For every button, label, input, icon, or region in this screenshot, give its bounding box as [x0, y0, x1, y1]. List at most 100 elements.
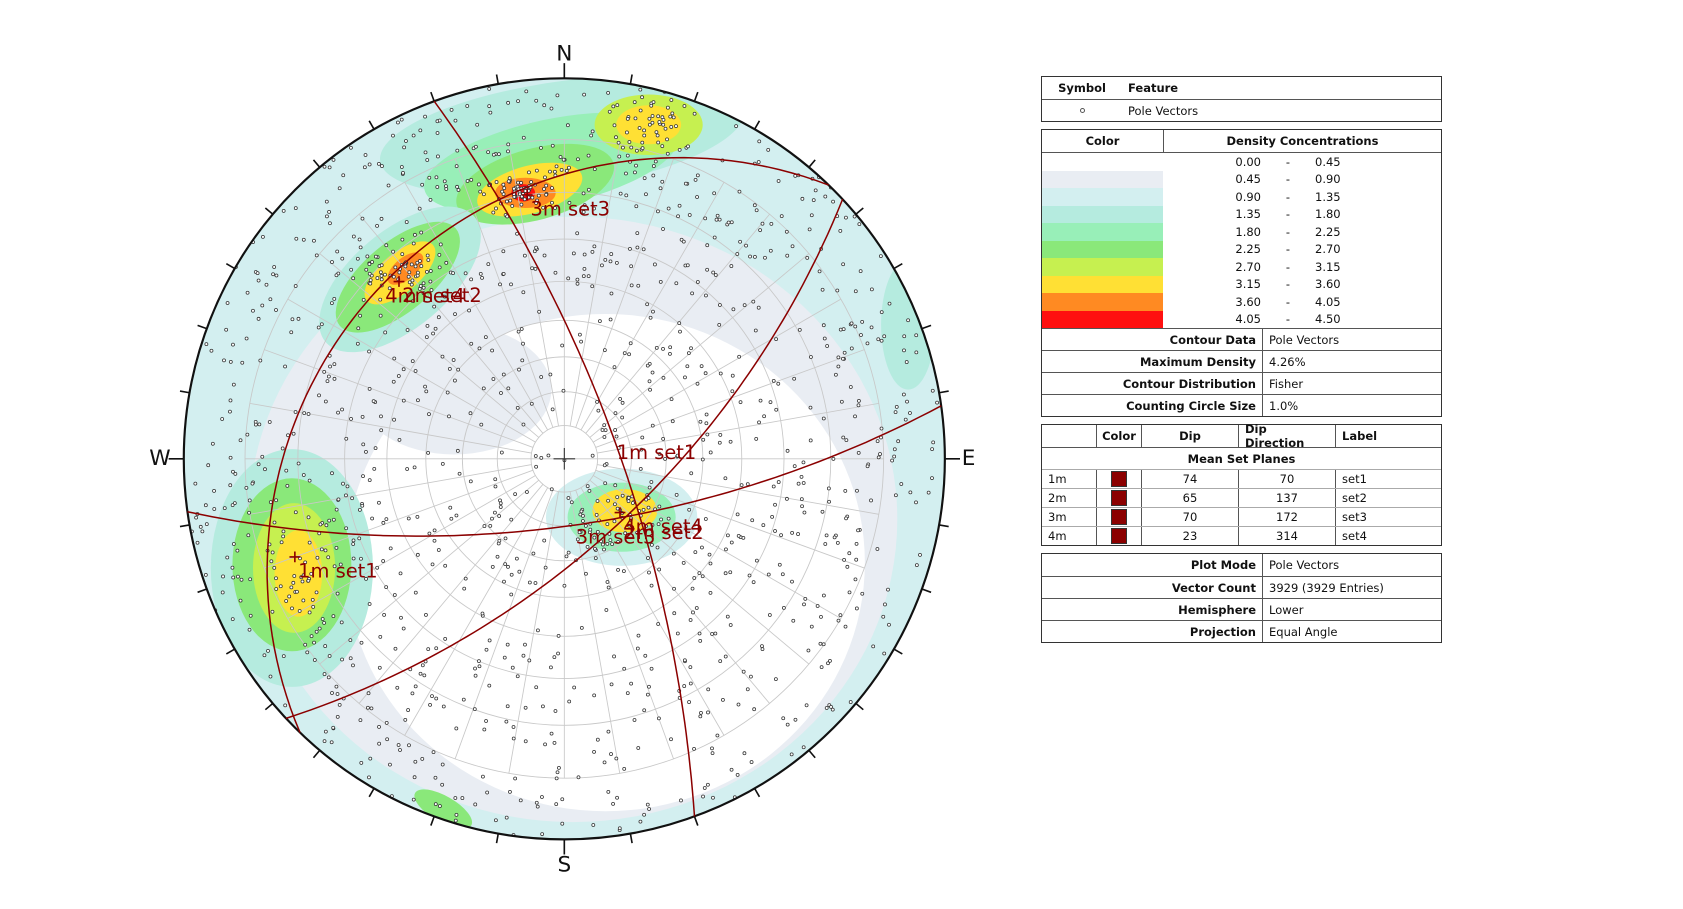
- set-dip-direction: 137: [1238, 489, 1335, 507]
- pole-point: [582, 92, 586, 97]
- bin-from: 0.00: [1235, 154, 1261, 169]
- pole-point: [708, 590, 713, 595]
- pole-point: [711, 795, 715, 800]
- rim-tick: [179, 524, 190, 528]
- pole-point: [550, 200, 554, 205]
- set-id: 1m: [1048, 472, 1067, 486]
- info-label: Hemisphere: [1178, 602, 1256, 617]
- pole-point: [244, 336, 249, 341]
- rim-tick: [693, 816, 699, 826]
- pole-point: [509, 572, 514, 577]
- pole-point: [530, 266, 535, 271]
- pole-point: [462, 586, 467, 591]
- pole-point: [309, 634, 314, 639]
- rim-tick: [368, 120, 375, 130]
- pole-point: [264, 282, 269, 287]
- rim-tick: [893, 262, 903, 270]
- pole-point: [729, 767, 734, 772]
- density-zone: [356, 324, 552, 455]
- pole-point: [533, 581, 538, 585]
- pole-point: [541, 704, 545, 709]
- pole-point: [842, 558, 846, 562]
- pole-point: [541, 205, 546, 210]
- pole-point: [391, 249, 395, 254]
- pole-point: [790, 530, 794, 535]
- rim-tick: [921, 588, 932, 594]
- pole-point: [882, 651, 887, 656]
- pole-point: [403, 264, 408, 269]
- pole-point: [367, 386, 372, 391]
- pole-point: [477, 182, 481, 187]
- pole-point: [502, 186, 507, 191]
- pole-point: [358, 507, 362, 512]
- pole-point: [602, 435, 607, 439]
- pole-point: [381, 520, 386, 525]
- pole-point: [838, 327, 843, 332]
- rim-tick: [855, 207, 864, 215]
- pole-point: [324, 199, 329, 204]
- pole-point: [519, 327, 524, 331]
- bin-separator: -: [1285, 154, 1291, 169]
- pole-point: [351, 542, 356, 546]
- pole-point: [345, 484, 350, 489]
- pole-point: [312, 238, 316, 243]
- pole-point: [853, 324, 858, 329]
- pole-point: [327, 518, 332, 523]
- pole-point: [704, 412, 709, 417]
- pole-point: [332, 297, 337, 301]
- pole-point: [351, 538, 356, 543]
- pole-point: [491, 377, 496, 381]
- pole-point: [532, 249, 537, 254]
- pole-point: [379, 414, 383, 419]
- pole-point: [655, 133, 660, 138]
- pole-point: [611, 104, 616, 109]
- pole-point: [914, 563, 919, 567]
- pole-point: [665, 151, 670, 156]
- pole-point: [331, 158, 336, 162]
- pole-point: [634, 148, 639, 153]
- pole-point: [688, 665, 693, 670]
- pole-point: [609, 291, 614, 296]
- pole-point: [436, 548, 441, 552]
- pole-point: [629, 145, 634, 150]
- table-header: Symbol Feature: [1042, 77, 1441, 99]
- pole-point: [830, 707, 835, 712]
- pole-point: [374, 254, 378, 259]
- rim-tick: [938, 390, 949, 394]
- plane-label: 2m set2: [624, 521, 704, 544]
- pole-point: [738, 400, 743, 405]
- pole-point: [533, 266, 538, 271]
- density-bin: 3.60 - 4.05: [1042, 293, 1441, 311]
- pole-point: [549, 731, 554, 736]
- pole-point: [654, 130, 659, 135]
- pole-point: [497, 538, 502, 543]
- pole-point: [336, 410, 340, 415]
- pole-point: [430, 562, 435, 567]
- pole-point: [543, 742, 547, 747]
- info-value: 4.26%: [1262, 351, 1441, 372]
- pole-point: [204, 522, 209, 527]
- pole-point: [657, 120, 662, 124]
- pole-point: [487, 104, 492, 109]
- pole-point: [595, 530, 600, 534]
- pole-point: [785, 496, 789, 501]
- bin-color: [1042, 223, 1163, 241]
- pole-point: [427, 175, 432, 180]
- pole-point: [433, 775, 438, 780]
- pole-point: [349, 417, 353, 421]
- pole-point: [200, 529, 205, 534]
- pole-point: [325, 214, 329, 219]
- pole-point: [247, 498, 252, 503]
- pole-point: [821, 416, 826, 421]
- pole-point: [650, 120, 655, 125]
- pole-point: [824, 533, 829, 538]
- pole-point: [767, 613, 772, 617]
- bin-to: 3.15: [1315, 259, 1341, 274]
- pole-point: [222, 506, 227, 511]
- pole-point: [428, 279, 433, 284]
- pole-point: [679, 798, 683, 803]
- pole-point: [521, 653, 526, 658]
- pole-point: [509, 517, 514, 522]
- pole-point: [322, 672, 327, 676]
